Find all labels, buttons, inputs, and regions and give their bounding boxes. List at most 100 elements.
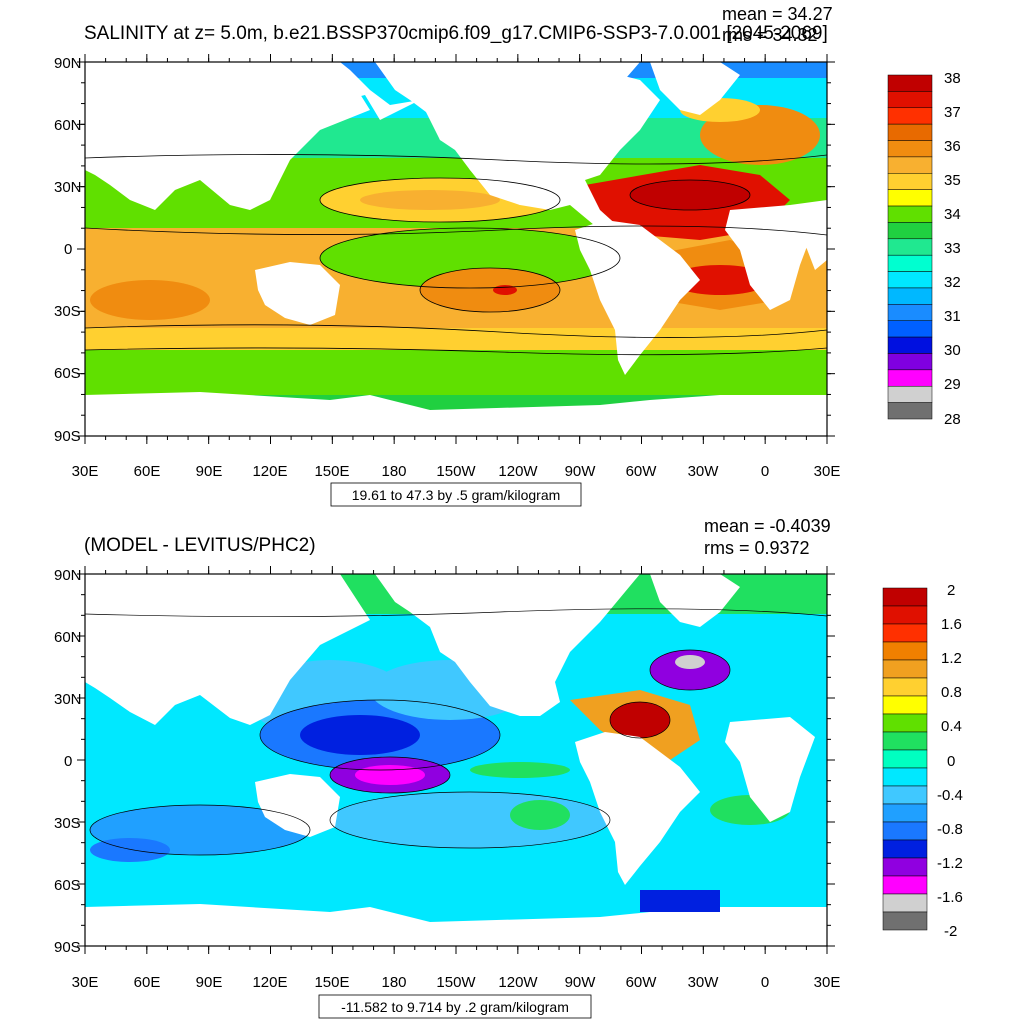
cb1-label: 32 [944, 274, 961, 291]
p1-lon-label: 90E [196, 463, 223, 480]
p1-lat-30n: 30N [54, 179, 82, 196]
colorbar-segment [887, 156, 933, 174]
p2-lon-label: 90W [565, 974, 597, 991]
p1-lat-90s: 90S [54, 428, 81, 445]
p2-lon-label: 120E [252, 974, 287, 991]
colorbar-segment [887, 74, 933, 92]
p1-lon-label: 150E [314, 463, 349, 480]
colorbar-segment [887, 402, 933, 420]
panel1-contour-info-box [330, 482, 582, 507]
panel2-rms: rms = 0.9372 [704, 538, 810, 558]
colorbar-segment [887, 304, 933, 321]
panel1-tick-marks [77, 54, 835, 444]
colorbar-segment [882, 893, 928, 913]
p1-lon-label: 120E [252, 463, 287, 480]
colorbar-segment [882, 731, 928, 751]
panel1-mean: mean = 34.27 [722, 4, 833, 24]
cb2-label: 1.6 [941, 616, 962, 633]
panel2-mean: mean = -0.4039 [704, 516, 831, 536]
difference-panel: (MODEL - LEVITUS/PHC2) mean = -0.4039 rm… [54, 516, 963, 1019]
p2-lon-label: 180 [381, 974, 406, 991]
p1-lon-label: 150W [436, 463, 476, 480]
colorbar-segment [887, 189, 933, 207]
panel2-contour-info-box [318, 994, 592, 1019]
colorbar-segment [882, 605, 928, 625]
panel1-colorbar [887, 74, 933, 420]
p2-lat-60s: 60S [54, 877, 81, 894]
p1-lat-30s: 30S [54, 303, 81, 320]
colorbar-segment [882, 785, 928, 805]
p1-lon-label: 60E [134, 463, 161, 480]
p1-lon-label: 30E [814, 463, 841, 480]
panel1-rms: rms = 34.32 [722, 25, 818, 45]
colorbar-segment [882, 713, 928, 733]
p1-lon-label: 60W [626, 463, 658, 480]
panel2-title: (MODEL - LEVITUS/PHC2) [84, 535, 316, 556]
p2-lat-30n: 30N [54, 691, 82, 708]
p1-lon-label: 0 [761, 463, 769, 480]
colorbar-segment [887, 91, 933, 109]
colorbar-segment [887, 353, 933, 371]
p2-lon-label: 30E [814, 974, 841, 991]
p2-lon-label: 30E [72, 974, 99, 991]
p2-lat-60n: 60N [54, 629, 82, 646]
p1-lon-label: 180 [381, 463, 406, 480]
cb2-label: 2 [947, 582, 955, 599]
panel1-title: SALINITY at z= 5.0m, b.e21.BSSP370cmip6.… [84, 23, 828, 44]
colorbar-segment [882, 659, 928, 679]
colorbar-segment [882, 911, 928, 931]
colorbar-segment [887, 123, 933, 141]
colorbar-segment [887, 336, 933, 354]
cb1-label: 37 [944, 104, 961, 121]
p1-lon-label: 90W [565, 463, 597, 480]
cb1-label: 38 [944, 70, 961, 87]
cb1-label: 36 [944, 138, 961, 155]
cb2-label: 1.2 [941, 650, 962, 667]
cb1-label: 35 [944, 172, 961, 189]
cb1-label: 34 [944, 206, 961, 223]
panel2-colorbar-labels: 2 1.6 1.2 0.8 0.4 0 -0.4 -0.8 -1.2 -1.6 … [937, 582, 963, 940]
p2-lon-label: 60E [134, 974, 161, 991]
cb2-label: -0.8 [937, 821, 963, 838]
p2-lon-label: 0 [761, 974, 769, 991]
colorbar-segment [882, 695, 928, 715]
p1-lon-label: 120W [498, 463, 538, 480]
colorbar-segment [887, 254, 933, 272]
panel1-colorbar-labels: 38 37 36 35 34 33 32 31 30 29 28 [944, 70, 961, 428]
colorbar-segment [887, 238, 933, 256]
colorbar-segment [882, 803, 928, 823]
colorbar-segment [887, 271, 933, 289]
p2-lat-30s: 30S [54, 815, 81, 832]
colorbar-segment [882, 587, 928, 607]
p2-lon-label: 60W [626, 974, 658, 991]
difference-map [85, 574, 827, 946]
colorbar-segment [887, 222, 933, 240]
colorbar-segment [887, 173, 933, 190]
panel2-lon-labels: 30E 60E 90E 120E 150E 180 150W 120W 90W … [72, 974, 841, 991]
p2-lat-90n: 90N [54, 567, 82, 584]
colorbar-segment [882, 839, 928, 859]
panel2-colorbar [882, 587, 928, 931]
colorbar-segment [887, 140, 933, 158]
p2-lon-label: 150E [314, 974, 349, 991]
p2-lon-label: 30W [688, 974, 720, 991]
p1-lat-90n: 90N [54, 55, 82, 72]
cb2-label: -2 [944, 923, 957, 940]
colorbar-segment [882, 623, 928, 643]
cb2-label: 0.4 [941, 718, 962, 735]
salinity-map [85, 62, 827, 436]
cb2-label: 0 [947, 753, 955, 770]
cb2-label: -0.4 [937, 787, 963, 804]
p1-lat-0: 0 [64, 241, 72, 258]
p1-lat-60n: 60N [54, 117, 82, 134]
cb2-label: 0.8 [941, 684, 962, 701]
p2-lon-label: 90E [196, 974, 223, 991]
colorbar-segment [882, 677, 928, 697]
cb2-label: -1.2 [937, 855, 963, 872]
colorbar-segment [882, 821, 928, 841]
colorbar-segment [882, 857, 928, 877]
p1-lat-60s: 60S [54, 365, 81, 382]
p2-lat-90s: 90S [54, 939, 81, 956]
colorbar-segment [882, 749, 928, 769]
